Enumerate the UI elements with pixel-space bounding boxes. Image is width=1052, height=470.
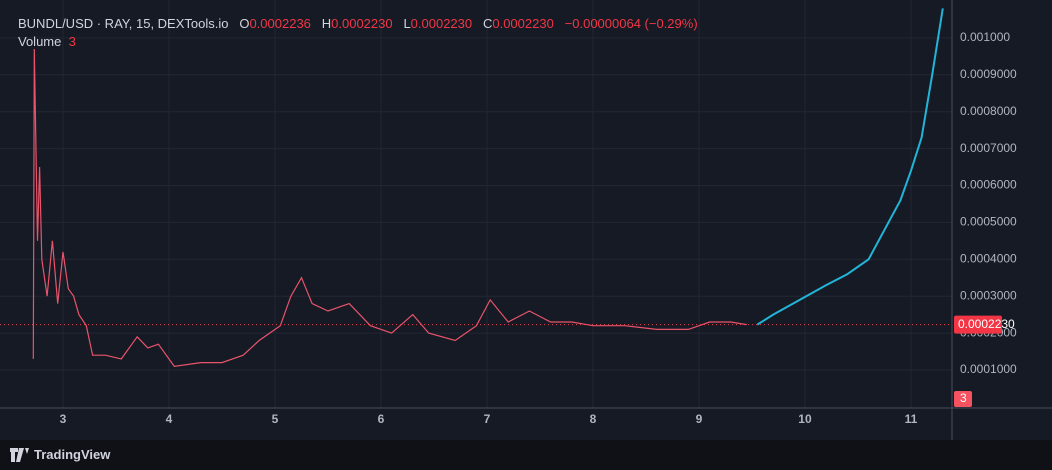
price-line bbox=[32, 48, 747, 367]
volume-badge bbox=[954, 391, 972, 407]
y-tick-label: 0.0007000 bbox=[960, 141, 1017, 155]
volume-value: 3 bbox=[68, 34, 76, 49]
volume-label: Volume bbox=[18, 34, 62, 49]
volume-row: Volume 3 bbox=[18, 33, 698, 51]
ohlc-o-label: O bbox=[239, 16, 250, 31]
ohlc-h-value: 0.0002230 bbox=[331, 16, 393, 31]
y-tick-label: 0.001000 bbox=[960, 30, 1010, 44]
price-line bbox=[756, 8, 944, 326]
y-tick-label: 0.0009000 bbox=[960, 67, 1017, 81]
logo-icon bbox=[10, 448, 29, 462]
last-price-badge bbox=[954, 315, 1002, 334]
x-tick-label: 4 bbox=[166, 412, 173, 426]
y-tick-label: 0.0008000 bbox=[960, 104, 1017, 118]
last-price-label: 0.0002230 bbox=[958, 317, 1015, 331]
y-tick-label: 0.0006000 bbox=[960, 178, 1017, 192]
ohlc-l-value: 0.0002230 bbox=[410, 16, 473, 31]
ohlc-o-value: 0.0002236 bbox=[249, 16, 311, 31]
x-tick-label: 10 bbox=[798, 412, 812, 426]
y-tick-label: 0.0001000 bbox=[960, 362, 1017, 376]
volume-badge-label: 3 bbox=[960, 391, 967, 405]
change: −0.00000064 (−0.29%) bbox=[564, 16, 698, 31]
legend-header: BUNDL/USD · RAY, 15, DEXTools.io O0.0002… bbox=[18, 15, 698, 51]
ohlc-h-label: H bbox=[321, 16, 332, 31]
symbol-row: BUNDL/USD · RAY, 15, DEXTools.io O0.0002… bbox=[18, 15, 698, 33]
x-tick-label: 7 bbox=[484, 412, 491, 426]
ohlc-c-value: 0.0002230 bbox=[492, 16, 554, 31]
x-tick-label: 11 bbox=[905, 412, 918, 426]
y-tick-label: 0.0005000 bbox=[960, 215, 1017, 229]
y-tick-label: 0.0003000 bbox=[960, 288, 1017, 302]
x-tick-label: 6 bbox=[378, 412, 385, 426]
footer: TradingView bbox=[0, 440, 1052, 470]
symbol: BUNDL/USD · RAY, 15, DEXTools.io bbox=[18, 16, 229, 31]
x-tick-label: 9 bbox=[696, 412, 703, 426]
y-tick-label: 0.0004000 bbox=[960, 251, 1017, 265]
ohlc-c-label: C bbox=[482, 16, 493, 31]
x-tick-label: 3 bbox=[60, 412, 67, 426]
x-tick-label: 5 bbox=[272, 412, 279, 426]
logo-text: TradingView bbox=[34, 447, 111, 462]
ohlc-l-label: L bbox=[403, 16, 411, 31]
chart: 0.00010000.00020000.00030000.00040000.00… bbox=[0, 0, 1052, 440]
x-tick-label: 8 bbox=[590, 412, 597, 426]
